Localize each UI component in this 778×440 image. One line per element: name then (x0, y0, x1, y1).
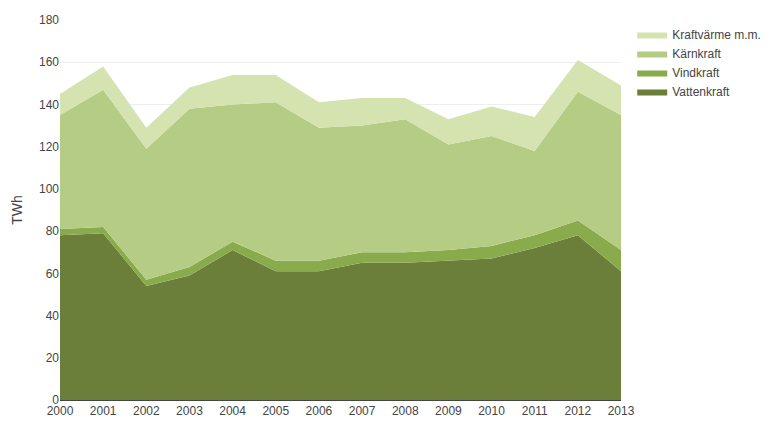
svg-text:2001: 2001 (90, 404, 117, 418)
svg-text:140: 140 (39, 98, 59, 112)
svg-text:2010: 2010 (478, 404, 505, 418)
svg-text:Vindkraft: Vindkraft (672, 66, 720, 80)
svg-text:2000: 2000 (47, 404, 74, 418)
svg-text:0: 0 (52, 393, 59, 407)
svg-text:2011: 2011 (522, 404, 548, 418)
svg-text:120: 120 (39, 140, 59, 154)
svg-text:80: 80 (46, 224, 60, 238)
svg-text:2005: 2005 (262, 404, 289, 418)
svg-text:TWh: TWh (9, 195, 25, 225)
svg-text:20: 20 (46, 351, 60, 365)
svg-text:2006: 2006 (306, 404, 333, 418)
svg-text:2007: 2007 (349, 404, 376, 418)
svg-text:2009: 2009 (435, 404, 462, 418)
svg-text:Vattenkraft: Vattenkraft (672, 85, 730, 99)
svg-text:2003: 2003 (176, 404, 203, 418)
svg-text:2002: 2002 (133, 404, 160, 418)
svg-text:180: 180 (39, 13, 59, 27)
svg-text:Kärnkraft: Kärnkraft (672, 47, 721, 61)
svg-text:2013: 2013 (608, 404, 635, 418)
svg-text:2008: 2008 (392, 404, 419, 418)
svg-text:Kraftvärme m.m.: Kraftvärme m.m. (672, 28, 761, 42)
svg-text:60: 60 (46, 267, 60, 281)
svg-text:2012: 2012 (564, 404, 591, 418)
svg-text:100: 100 (39, 182, 59, 196)
svg-text:2004: 2004 (219, 404, 246, 418)
svg-text:40: 40 (46, 309, 60, 323)
svg-text:160: 160 (39, 55, 59, 69)
